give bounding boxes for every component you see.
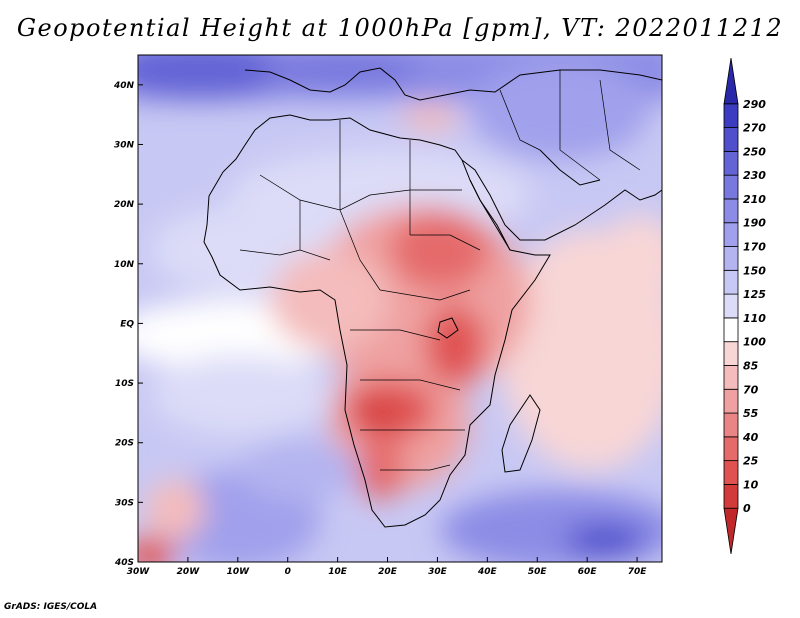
y-tick-label: 40N	[113, 81, 135, 91]
madagascar-coastline	[501, 394, 541, 473]
plot-frame	[137, 54, 663, 563]
colorbar-swatch	[723, 460, 739, 485]
geopotential-field	[138, 55, 662, 562]
colorbar-swatch	[723, 365, 739, 390]
colorbar-swatch	[723, 317, 739, 343]
y-axis: 40N 30N 20N 10N EQ 10S 20S 30S 40S	[113, 81, 143, 568]
y-tick-label: 40S	[114, 558, 134, 568]
colorbar-label: 190	[743, 217, 766, 230]
colorbar-swatch	[723, 246, 739, 271]
colorbar-swatch	[723, 198, 739, 224]
colorbar-label: 125	[743, 288, 766, 301]
colorbar-label: 270	[743, 122, 766, 135]
y-tick-label: 30S	[115, 498, 134, 508]
x-tick-label: 60E	[578, 567, 598, 577]
arabia-coastline	[461, 159, 662, 241]
x-tick-label: 20E	[378, 567, 398, 577]
y-tick-label: 10N	[114, 260, 135, 270]
y-tick-label: 30N	[114, 140, 135, 150]
colorbar-label: 70	[743, 383, 759, 396]
colorbar-swatch	[723, 484, 739, 509]
colorbar-label: 100	[743, 336, 766, 349]
colorbar-label: 150	[743, 264, 766, 277]
x-tick-label: 70E	[628, 567, 648, 577]
colorbar-label: 250	[743, 145, 766, 158]
x-tick-label: 30W	[127, 567, 151, 577]
colorbar-swatch	[723, 222, 739, 247]
colorbar-swatch	[723, 269, 739, 295]
colorbar-label: 290	[743, 98, 766, 111]
colorbar-swatch	[723, 293, 739, 319]
grads-credit: GrADS: IGES/COLA	[4, 602, 98, 612]
colorbar-swatch	[723, 341, 739, 366]
colorbar-swatch	[723, 150, 739, 176]
colorbar-label: 25	[743, 455, 759, 468]
x-tick-label: 40E	[477, 567, 498, 577]
coastlines	[203, 67, 662, 528]
y-tick-label: EQ	[120, 319, 134, 329]
x-axis: 30W 20W 10W 0 10E 20E 30E 40E 50E 60E 70E	[127, 557, 647, 577]
x-tick-label: 0	[285, 567, 291, 577]
y-tick-label: 20S	[115, 439, 134, 449]
y-tick-label: 10S	[115, 379, 134, 389]
colorbar-swatch	[723, 57, 739, 105]
colorbar-label: 170	[743, 241, 766, 254]
red-sea-coastline	[469, 179, 511, 251]
x-tick-label: 50E	[528, 567, 548, 577]
colorbar-swatch	[723, 103, 739, 128]
colorbar-label: 230	[743, 169, 766, 182]
country-borders	[239, 70, 641, 471]
colorbar-label: 55	[743, 407, 759, 420]
colorbar: 0 10 25 40 55 70 85 100 110 125 150 170 190 210 230 250…	[723, 57, 766, 555]
map-title: Geopotential Height at 1000hPa [gpm], VT…	[16, 14, 784, 42]
colorbar-label: 85	[743, 359, 759, 372]
x-tick-label: 20W	[177, 567, 201, 577]
colorbar-swatch	[723, 436, 739, 462]
x-tick-label: 10E	[328, 567, 348, 577]
colorbar-label: 110	[743, 312, 766, 325]
persian-gulf-coastline	[539, 149, 601, 186]
colorbar-swatch	[723, 388, 739, 414]
colorbar-swatch	[723, 412, 739, 438]
colorbar-label: 0	[743, 502, 751, 515]
colorbar-label: 210	[743, 193, 766, 206]
colorbar-swatch	[723, 174, 739, 200]
africa-coastline	[203, 114, 551, 528]
x-tick-label: 30E	[428, 567, 448, 577]
x-tick-label: 10W	[227, 567, 251, 577]
colorbar-label: 10	[743, 478, 759, 491]
y-tick-label: 20N	[114, 200, 135, 210]
lake-victoria	[437, 317, 459, 339]
colorbar-swatch	[723, 507, 739, 555]
colorbar-swatch	[723, 127, 739, 152]
colorbar-label: 40	[742, 431, 759, 444]
